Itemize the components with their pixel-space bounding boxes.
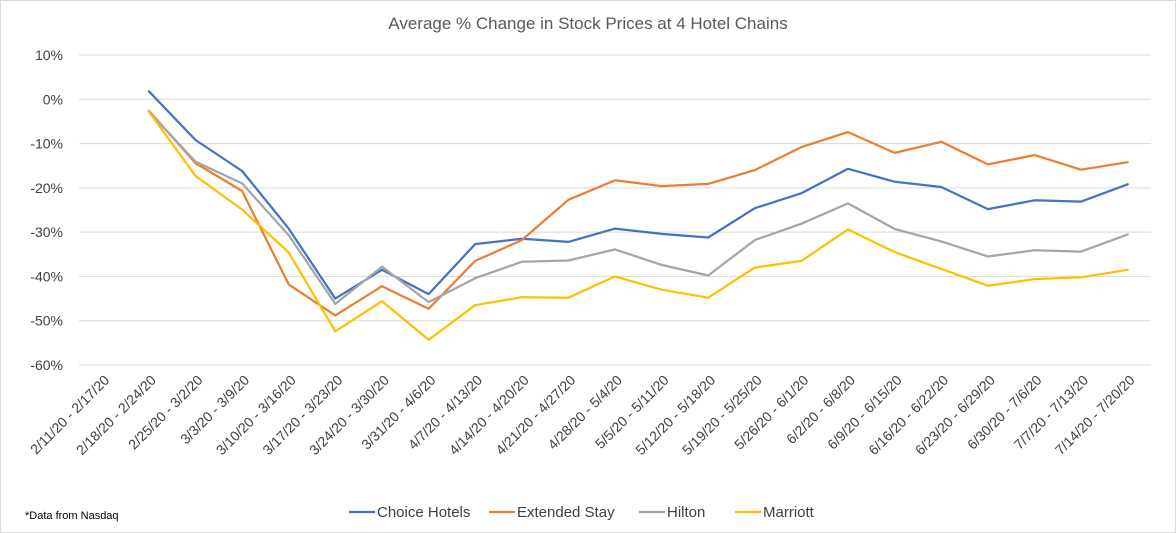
y-tick-label: -50% [30,313,63,329]
legend-label: Extended Stay [517,504,615,521]
legend: Choice Hotels Extended Stay Hilton Marriott [349,504,815,521]
legend-item: Extended Stay [489,504,615,521]
x-tick-label: 3/17/20 - 3/23/20 [259,372,345,458]
y-tick-label: 10% [35,47,63,63]
x-tick-label: 6/23/20 - 6/29/20 [912,372,998,458]
x-tick-label: 6/16/20 - 6/22/20 [865,372,951,458]
y-tick-label: 0% [43,91,63,107]
x-tick-label: 5/19/20 - 5/25/20 [679,372,765,458]
x-tick-label: 4/21/20 - 4/27/20 [492,372,578,458]
legend-item: Marriott [735,504,815,521]
legend-label: Hilton [667,504,705,521]
y-tick-label: -40% [30,268,63,284]
x-tick-label: 3/24/20 - 3/30/20 [306,372,392,458]
series-line-extended-stay [147,109,1129,317]
y-tick-label: -30% [30,224,63,240]
gridlines [79,54,1151,366]
data-source-note: *Data from Nasdaq [25,510,119,522]
legend-label: Choice Hotels [377,504,470,521]
x-tick-label: 7/14/20 - 7/20/20 [1052,372,1138,458]
y-tick-label: -10% [30,136,63,152]
x-tick-label: 5/12/20 - 5/18/20 [632,372,718,458]
y-tick-label: -60% [30,357,63,373]
legend-label: Marriott [763,504,815,521]
series-line-choice-hotels [147,90,1129,300]
y-tick-label: -20% [30,180,63,196]
legend-item: Choice Hotels [349,504,470,521]
x-tick-label: 3/10/20 - 3/16/20 [213,372,299,458]
legend-item: Hilton [639,504,705,521]
series-lines [147,90,1129,341]
series-line-hilton [147,110,1129,306]
x-axis-tick-labels: 2/11/20 - 2/17/202/18/20 - 2/24/202/25/2… [27,372,1138,458]
y-axis-tick-labels: 10% 0% -10% -20% -30% -40% -50% -60% [30,47,63,373]
chart-title: Average % Change in Stock Prices at 4 Ho… [388,14,787,33]
x-tick-label: 2/18/20 - 2/24/20 [73,372,159,458]
series-line-marriott [147,110,1129,341]
x-tick-label: 2/11/20 - 2/17/20 [27,372,113,458]
x-tick-label: 4/14/20 - 4/20/20 [446,372,532,458]
